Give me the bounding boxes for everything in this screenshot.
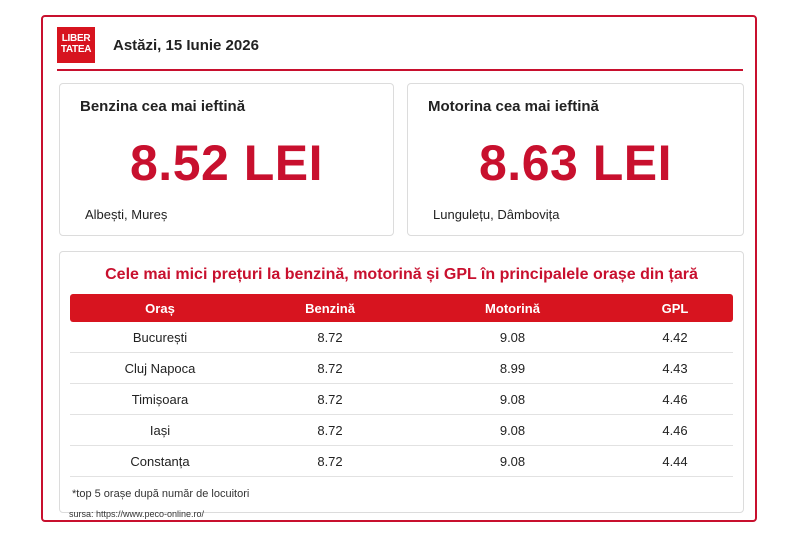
table-body: București 8.72 9.08 4.42 Cluj Napoca 8.7…	[70, 322, 733, 477]
cell-oras: București	[132, 329, 188, 345]
cell-oras: Constanța	[130, 453, 190, 469]
cell-oras: Cluj Napoca	[124, 360, 196, 376]
cell-gpl: 4.44	[662, 453, 688, 469]
logo-line-2: TATEA	[60, 44, 92, 55]
cell-motorina: 9.08	[499, 422, 526, 438]
table-title: Cele mai mici prețuri la benzină, motori…	[105, 266, 698, 283]
cell-oras: Iași	[149, 422, 171, 438]
table-footnote: *top 5 orașe după număr de locuitori	[72, 488, 250, 500]
table-header: Oraș Benzină Motorină GPL	[70, 294, 733, 322]
column-header-motorina: Motorină	[485, 300, 540, 316]
table-row: Constanța 8.72 9.08 4.44	[70, 446, 733, 477]
cell-benzina: 8.72	[317, 453, 343, 469]
column-header-gpl: GPL	[661, 300, 689, 316]
cell-gpl: 4.42	[662, 329, 688, 345]
cell-motorina: 9.08	[499, 329, 526, 345]
cell-benzina: 8.72	[317, 391, 343, 407]
motorina-location: Lungulețu, Dâmbovița	[433, 207, 560, 222]
motorina-price: 8.63 LEI	[479, 135, 672, 191]
header: LIBER TATEA Astăzi, 15 Iunie 2026	[57, 27, 741, 69]
benzina-card-title: Benzina cea mai ieftină	[80, 98, 246, 115]
cell-gpl: 4.43	[662, 360, 688, 376]
libertatea-logo[interactable]: LIBER TATEA	[57, 27, 95, 63]
benzina-price: 8.52 LEI	[130, 135, 323, 191]
date-label: Astăzi, 15 Iunie 2026	[113, 37, 259, 54]
cell-gpl: 4.46	[662, 391, 688, 407]
benzina-card: Benzina cea mai ieftină 8.52 LEI Albești…	[59, 83, 394, 236]
column-header-benzina: Benzină	[305, 300, 355, 316]
column-header-oras: Oraș	[145, 300, 175, 316]
benzina-location: Albești, Mureș	[85, 207, 168, 222]
cell-motorina: 9.08	[499, 391, 526, 407]
cell-motorina: 8.99	[499, 360, 526, 376]
logo-line-1: LIBER	[61, 33, 91, 44]
table-row: Cluj Napoca 8.72 8.99 4.43	[70, 353, 733, 384]
cell-motorina: 9.08	[499, 453, 526, 469]
prices-table-card: Cele mai mici prețuri la benzină, motori…	[59, 251, 744, 513]
header-divider	[57, 69, 743, 71]
infographic-frame: LIBER TATEA Astăzi, 15 Iunie 2026 Benzin…	[41, 15, 757, 522]
table-row: București 8.72 9.08 4.42	[70, 322, 733, 353]
cell-benzina: 8.72	[317, 329, 343, 345]
cell-benzina: 8.72	[317, 360, 343, 376]
motorina-card-title: Motorina cea mai ieftină	[428, 98, 599, 115]
cell-benzina: 8.72	[317, 422, 343, 438]
source-link[interactable]: sursa: https://www.peco-online.ro/	[69, 509, 205, 519]
cell-gpl: 4.46	[662, 422, 688, 438]
motorina-card: Motorina cea mai ieftină 8.63 LEI Lungul…	[407, 83, 744, 236]
cell-oras: Timișoara	[131, 391, 189, 407]
table-row: Timișoara 8.72 9.08 4.46	[70, 384, 733, 415]
table-row: Iași 8.72 9.08 4.46	[70, 415, 733, 446]
